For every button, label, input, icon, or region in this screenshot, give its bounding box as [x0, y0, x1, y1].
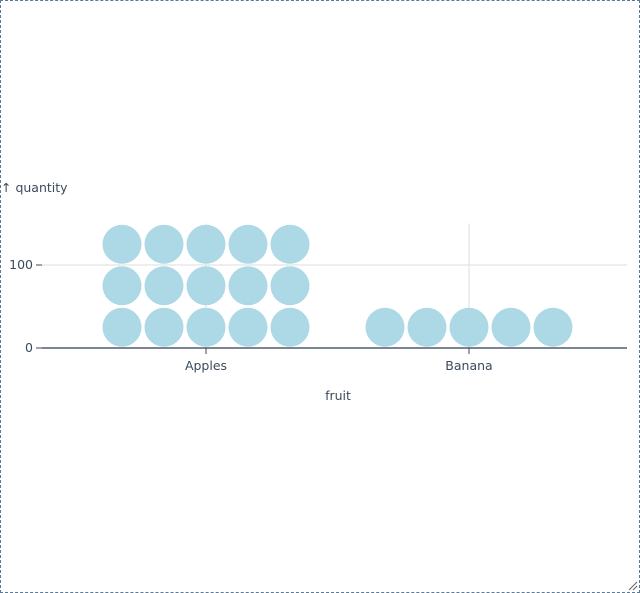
waffle-cell-apples	[228, 224, 268, 264]
waffle-cell-apples	[186, 224, 226, 264]
waffle-cell-banana	[407, 307, 447, 347]
waffle-cell-banana	[533, 307, 573, 347]
resize-handle-icon[interactable]	[628, 581, 638, 591]
waffle-cell-apples	[144, 307, 184, 347]
waffle-cell-apples	[270, 307, 310, 347]
waffle-cell-apples	[144, 224, 184, 264]
waffle-cell-apples	[144, 266, 184, 306]
waffle-cell-banana	[491, 307, 531, 347]
waffle-cell-apples	[186, 307, 226, 347]
waffle-cell-apples	[102, 224, 142, 264]
waffle-cell-apples	[228, 307, 268, 347]
waffle-cell-banana	[365, 307, 405, 347]
waffle-cell-apples	[102, 266, 142, 306]
waffle-cell-apples	[102, 307, 142, 347]
waffle-cell-apples	[186, 266, 226, 306]
x-tick-label: Apples	[185, 358, 227, 373]
x-tick-label: Banana	[445, 358, 492, 373]
y-axis-label: ↑ quantity	[1, 180, 68, 195]
y-tick-label: 0	[25, 340, 33, 355]
x-axis-label: fruit	[325, 388, 351, 403]
waffle-cell-banana	[449, 307, 489, 347]
waffle-cell-apples	[270, 266, 310, 306]
waffle-cell-apples	[270, 224, 310, 264]
waffle-cell-apples	[228, 266, 268, 306]
y-tick-label: 100	[9, 257, 33, 272]
